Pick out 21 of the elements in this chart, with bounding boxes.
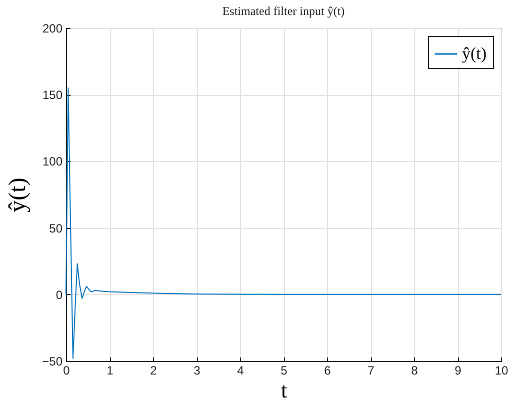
x-tick-label: 8	[411, 364, 418, 378]
legend-label: ŷ(t)	[462, 44, 487, 63]
y-tick-label: −50	[42, 354, 63, 368]
x-tick-label: 2	[150, 364, 158, 378]
x-tick-label: 3	[194, 364, 201, 378]
y-tick-label: 150	[42, 88, 63, 102]
x-tick-label: 4	[237, 364, 244, 378]
x-axis-title: t	[280, 378, 288, 402]
y-tick-label: 100	[42, 154, 63, 169]
x-tick-label: 6	[324, 364, 332, 378]
y-axis-title: ŷ(t)	[5, 178, 32, 212]
x-tick-label: 7	[368, 364, 375, 378]
y-tick-label: 50	[49, 221, 63, 236]
y-tick-label: 0	[56, 288, 63, 302]
x-tick-label: 5	[280, 364, 288, 378]
x-tick-label: 9	[454, 364, 462, 378]
x-tick-label: 1	[106, 364, 114, 378]
y-tick-label: 200	[42, 22, 63, 36]
x-tick-label: 10	[494, 364, 508, 378]
line-series	[66, 87, 502, 359]
chart-title: Estimated filter input ŷ(t)	[222, 4, 345, 18]
